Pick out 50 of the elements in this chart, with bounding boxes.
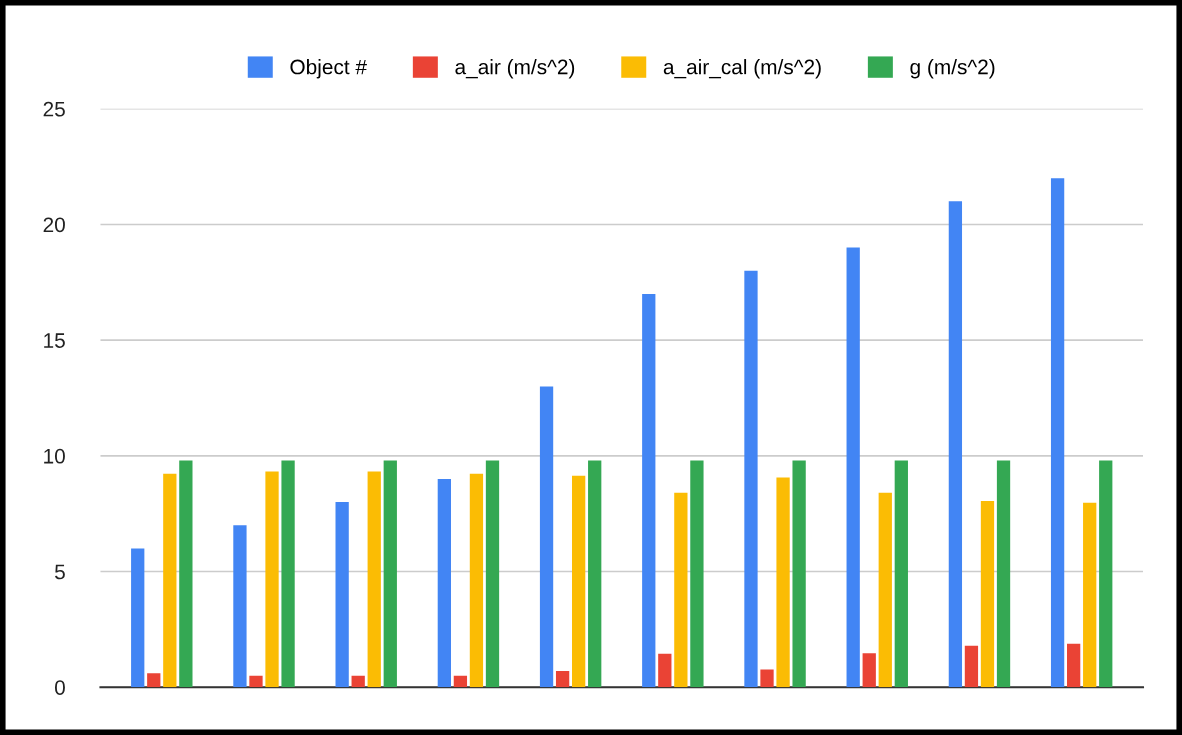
bar xyxy=(894,460,908,688)
bar xyxy=(996,460,1011,688)
bar xyxy=(964,645,979,688)
bar xyxy=(351,675,365,688)
y-tick-label: 25 xyxy=(43,101,65,117)
bar xyxy=(980,500,995,688)
bar xyxy=(485,460,500,688)
bar xyxy=(642,293,656,688)
bar xyxy=(846,247,860,688)
bar xyxy=(674,492,688,688)
bar xyxy=(131,548,145,688)
bar xyxy=(1050,178,1065,688)
bar xyxy=(1083,502,1097,688)
bar xyxy=(469,473,484,688)
bar xyxy=(163,473,177,688)
y-tick-label: 5 xyxy=(55,564,65,580)
legend-label: a_air (m/s^2) xyxy=(455,59,575,79)
bar xyxy=(776,477,790,688)
bar xyxy=(792,460,806,688)
bar xyxy=(249,675,263,688)
bar xyxy=(233,525,247,688)
bar xyxy=(878,492,892,688)
bar xyxy=(588,460,602,688)
bar xyxy=(437,478,451,688)
bar xyxy=(383,460,397,688)
bar xyxy=(862,653,876,688)
y-tick-label: 0 xyxy=(54,680,65,695)
bar xyxy=(147,673,161,688)
bar xyxy=(572,475,586,688)
bar xyxy=(948,201,963,688)
bar xyxy=(367,471,381,688)
y-tick-label: 10 xyxy=(44,448,65,464)
bar xyxy=(179,460,193,688)
bar xyxy=(1067,643,1081,688)
bar xyxy=(760,669,774,688)
bar xyxy=(690,460,704,688)
bar xyxy=(281,460,295,688)
bar xyxy=(539,386,554,688)
legend-label: a_air_cal (m/s^2) xyxy=(663,59,821,79)
legend-label: Object # xyxy=(290,59,367,79)
bar xyxy=(1099,460,1113,688)
legend-label: g (m/s^2) xyxy=(910,59,995,79)
bar xyxy=(453,675,468,688)
bar xyxy=(744,270,758,688)
bar xyxy=(555,671,570,688)
bar xyxy=(335,502,349,688)
bar xyxy=(658,653,672,688)
y-tick-label: 20 xyxy=(43,217,65,233)
bar xyxy=(265,471,279,688)
y-tick-label: 15 xyxy=(44,333,65,348)
